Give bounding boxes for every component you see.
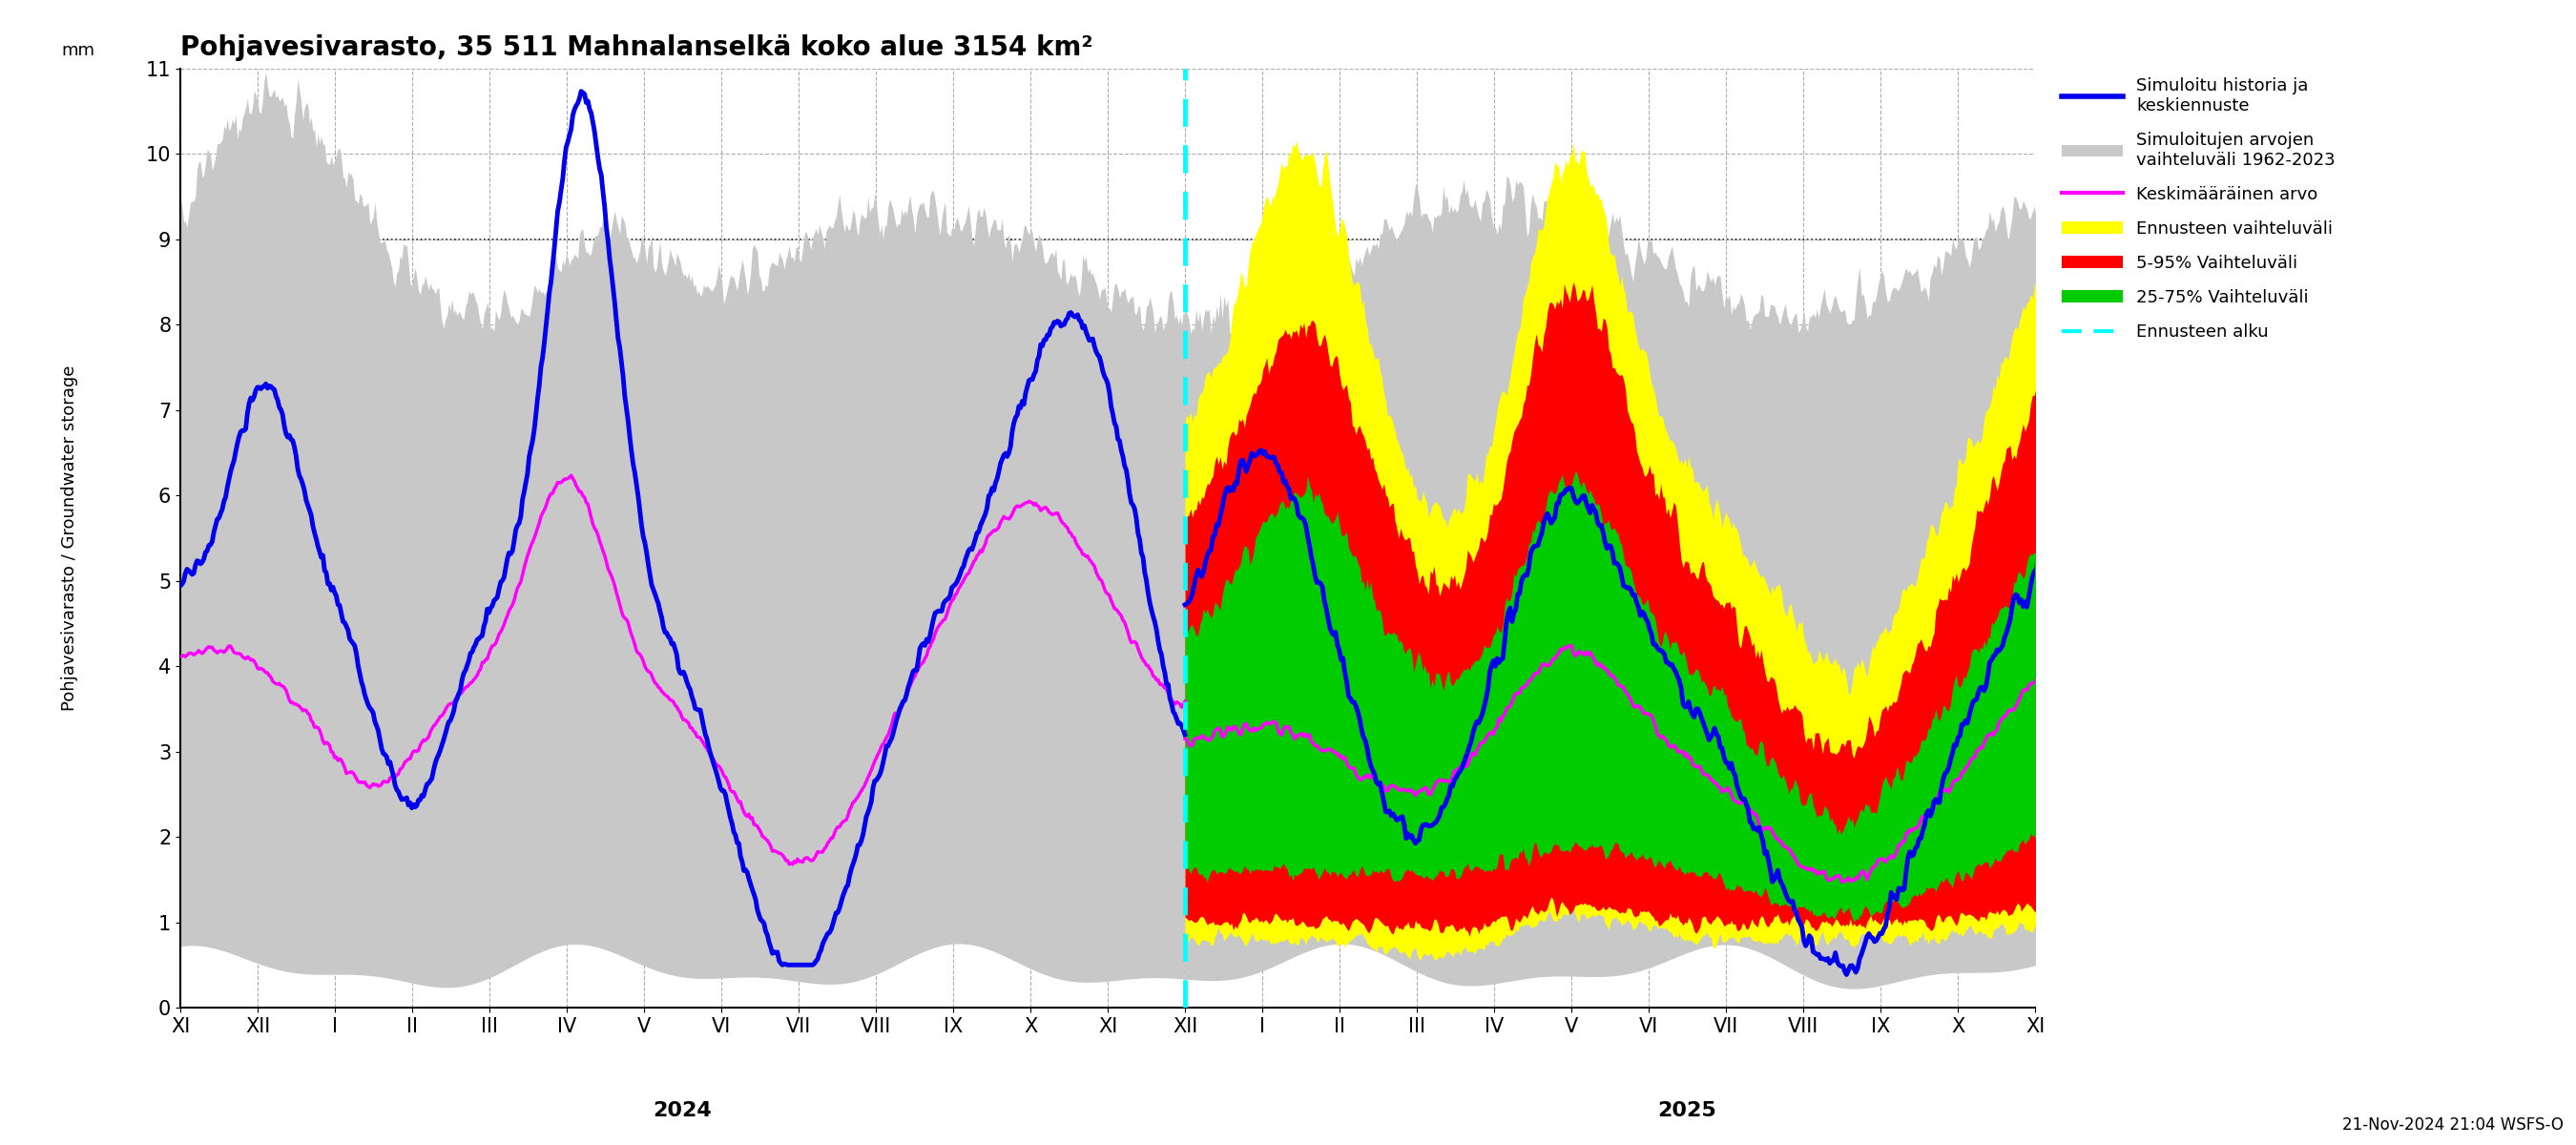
Text: 2025: 2025 [1659, 1101, 1716, 1121]
Text: Pohjavesivarasto, 35 511 Mahnalanselkä koko alue 3154 km²: Pohjavesivarasto, 35 511 Mahnalanselkä k… [180, 34, 1092, 61]
Text: mm: mm [62, 42, 95, 60]
Text: 2024: 2024 [654, 1101, 711, 1121]
Text: 21-Nov-2024 21:04 WSFS-O: 21-Nov-2024 21:04 WSFS-O [2342, 1116, 2563, 1134]
Y-axis label: Pohjavesivarasto / Groundwater storage: Pohjavesivarasto / Groundwater storage [62, 365, 77, 711]
Legend: Simuloitu historia ja
keskiennuste, Simuloitujen arvojen
vaihteluväli 1962-2023,: Simuloitu historia ja keskiennuste, Simu… [2063, 78, 2336, 340]
